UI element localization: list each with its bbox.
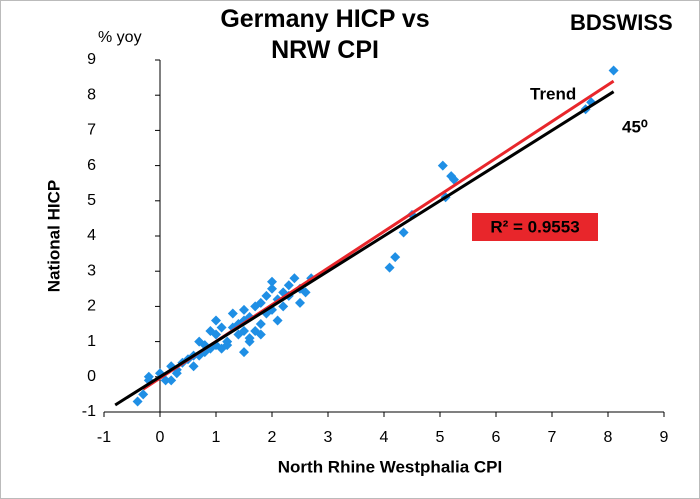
y-unit: % yoy: [98, 29, 142, 46]
point: [283, 280, 294, 291]
y-tick-label: 4: [87, 227, 96, 244]
x-tick-label: 5: [436, 429, 445, 446]
point: [211, 315, 221, 326]
point: [390, 252, 401, 263]
point: [239, 347, 249, 358]
y-axis-label: National HICP: [44, 180, 63, 292]
point: [384, 262, 395, 273]
point: [261, 290, 272, 301]
point: [449, 174, 459, 185]
fit-line: [114, 90, 615, 407]
y-tick-label: 0: [87, 368, 96, 385]
point: [166, 375, 177, 386]
point: [255, 319, 266, 329]
point: [255, 297, 266, 308]
point: [194, 336, 205, 347]
point: [132, 396, 143, 407]
x-tick-label: 8: [604, 429, 613, 446]
annotation-box: [472, 213, 598, 241]
x-tick-label: 6: [492, 429, 501, 446]
x-axis-label: North Rhine Westphalia CPI: [278, 457, 503, 476]
y-tick-label: -1: [82, 403, 96, 420]
point: [267, 276, 277, 287]
annotation: R² = 0.9553: [490, 217, 579, 236]
x-tick-label: 4: [380, 429, 389, 446]
line-label: Trend: [530, 84, 576, 103]
x-tick-label: 0: [156, 429, 165, 446]
y-tick-label: 2: [87, 298, 96, 315]
y-tick-label: 5: [87, 192, 96, 209]
y-tick-label: 6: [87, 157, 96, 174]
x-tick-label: 3: [324, 429, 333, 446]
y-tick-label: 1: [87, 333, 96, 350]
point: [244, 336, 255, 347]
point: [295, 297, 305, 308]
x-tick-label: 1: [212, 429, 221, 446]
point: [300, 287, 311, 298]
point: [239, 304, 249, 315]
line-label: 45⁰: [622, 117, 648, 136]
point: [143, 371, 154, 382]
y-tick-label: 7: [87, 122, 96, 139]
point: [398, 227, 409, 238]
x-tick-label: 2: [268, 429, 277, 446]
x-tick-label: 7: [548, 429, 557, 446]
point: [272, 315, 283, 326]
point: [437, 160, 448, 171]
point: [138, 389, 149, 400]
x-tick-label: 9: [660, 429, 669, 446]
point: [250, 301, 261, 312]
y-tick-label: 8: [87, 86, 96, 103]
point: [216, 322, 227, 333]
x-tick-label: -1: [97, 429, 111, 446]
point: [233, 329, 244, 340]
point: [289, 273, 300, 284]
y-tick-label: 3: [87, 262, 96, 279]
point: [278, 301, 289, 312]
point: [255, 329, 266, 340]
point: [267, 283, 277, 294]
point: [608, 65, 619, 76]
point: [227, 308, 238, 319]
point: [171, 368, 182, 379]
logo: BDSWISS: [570, 10, 673, 35]
chart-title: Germany HICP vs NRW CPI: [220, 5, 430, 64]
point: [250, 326, 261, 337]
point: [188, 361, 199, 372]
point: [222, 340, 233, 351]
y-tick-label: 9: [87, 51, 96, 68]
point: [211, 329, 221, 340]
